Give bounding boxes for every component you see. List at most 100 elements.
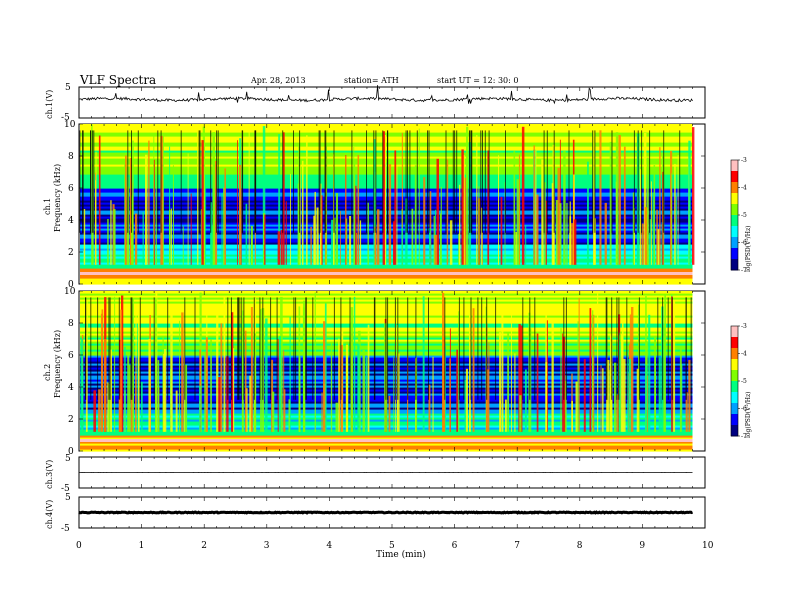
gap-streak — [157, 130, 159, 233]
sferic-streak — [278, 134, 281, 265]
sferic-streak — [289, 316, 291, 432]
sferic-streak — [135, 373, 137, 432]
sferic-streak — [422, 296, 425, 432]
colorbar-cell — [731, 355, 738, 358]
sferic-streak — [446, 159, 449, 265]
gap-streak — [254, 130, 256, 233]
spectrogram-row — [80, 449, 693, 452]
sferic-streak — [197, 129, 199, 265]
gap-streak — [444, 297, 446, 400]
sferic-streak — [244, 330, 247, 432]
sferic-streak — [338, 345, 341, 432]
gap-streak — [374, 297, 376, 400]
colorbar-cell — [731, 160, 738, 163]
sferic-streak — [600, 365, 602, 432]
colorbar-cell — [731, 240, 738, 243]
sferic-streak — [345, 155, 347, 265]
sferic-streak — [436, 158, 439, 265]
x-tick-label: 9 — [639, 541, 645, 551]
sferic-streak — [648, 314, 651, 432]
gap-streak — [663, 130, 665, 233]
sferic-streak — [597, 293, 599, 432]
sferic-streak — [571, 400, 573, 432]
ch1-colorbar-label: log(PSD(V²/Hz) — [745, 225, 752, 272]
colorbar-cell — [731, 244, 738, 247]
colorbar-cell — [731, 255, 738, 258]
sferic-streak — [250, 226, 253, 265]
colorbar-cell — [731, 226, 738, 229]
sferic-streak — [551, 318, 554, 432]
sferic-streak — [645, 364, 648, 432]
sferic-streak — [350, 307, 354, 432]
colorbar-cell — [731, 176, 738, 179]
gap-streak — [415, 297, 417, 400]
sferic-streak — [562, 333, 563, 432]
gap-streak — [470, 297, 472, 400]
sferic-streak — [314, 191, 316, 265]
sferic-streak — [170, 208, 172, 265]
gap-streak — [606, 297, 608, 400]
spectrogram-row — [80, 291, 693, 294]
colorbar-cell — [731, 266, 738, 269]
sferic-streak — [592, 310, 594, 432]
gap-streak — [690, 297, 692, 400]
sferic-streak — [486, 369, 489, 432]
colorbar-cell — [731, 249, 738, 253]
sferic-streak — [583, 359, 586, 432]
gap-streak — [463, 297, 465, 400]
gap-streak — [270, 297, 272, 400]
powerline-band — [80, 272, 693, 275]
sferic-streak — [646, 157, 649, 265]
sferic-streak — [303, 300, 306, 432]
sferic-streak — [148, 338, 151, 432]
spectrogram-row — [80, 136, 693, 139]
freq-tick-label: 10 — [64, 287, 76, 297]
sferic-streak — [649, 219, 652, 265]
gap-streak — [382, 130, 384, 233]
sferic-streak — [573, 219, 577, 265]
colorbar-cell — [731, 423, 738, 426]
colorbar-tick-label: -7 — [741, 433, 747, 440]
sferic-streak — [298, 357, 301, 432]
gap-streak — [375, 130, 377, 233]
colorbar-cell — [731, 399, 738, 402]
sferic-streak — [458, 233, 460, 265]
sferic-streak — [237, 140, 238, 265]
gap-streak — [452, 130, 454, 233]
sferic-streak — [145, 154, 148, 265]
sferic-streak — [155, 297, 157, 432]
gap-streak — [469, 130, 471, 233]
gap-streak — [325, 130, 327, 233]
gap-streak — [199, 130, 201, 233]
sferic-streak — [190, 193, 192, 265]
colorbar-cell — [731, 425, 738, 428]
gap-streak — [167, 297, 169, 400]
colorbar-cell — [731, 185, 738, 188]
sferic-streak — [657, 229, 660, 265]
sferic-streak — [577, 321, 579, 432]
colorbar-cell — [731, 248, 738, 251]
spectrogram-row — [80, 152, 693, 155]
ch3-waveform-ylabel: ch.3(V) — [45, 460, 54, 489]
gap-streak — [131, 297, 133, 400]
colorbar-cell — [731, 366, 738, 369]
sferic-streak — [280, 230, 283, 265]
sferic-streak — [91, 124, 93, 265]
sferic-streak — [388, 395, 391, 432]
sferic-streak — [607, 360, 610, 432]
gap-streak — [454, 130, 456, 233]
sferic-streak — [659, 147, 661, 265]
spectrogram-row — [80, 280, 693, 283]
sferic-streak — [245, 203, 248, 265]
gap-streak — [488, 130, 490, 233]
gap-streak — [407, 130, 408, 233]
gap-streak — [529, 297, 531, 400]
colorbar-cell — [731, 165, 738, 168]
freq-tick-label: 0 — [68, 447, 74, 457]
gap-streak — [594, 130, 596, 233]
sferic-streak — [685, 392, 688, 432]
spectrogram-row — [80, 144, 693, 147]
gap-streak — [333, 130, 335, 233]
colorbar-cell — [731, 357, 738, 360]
